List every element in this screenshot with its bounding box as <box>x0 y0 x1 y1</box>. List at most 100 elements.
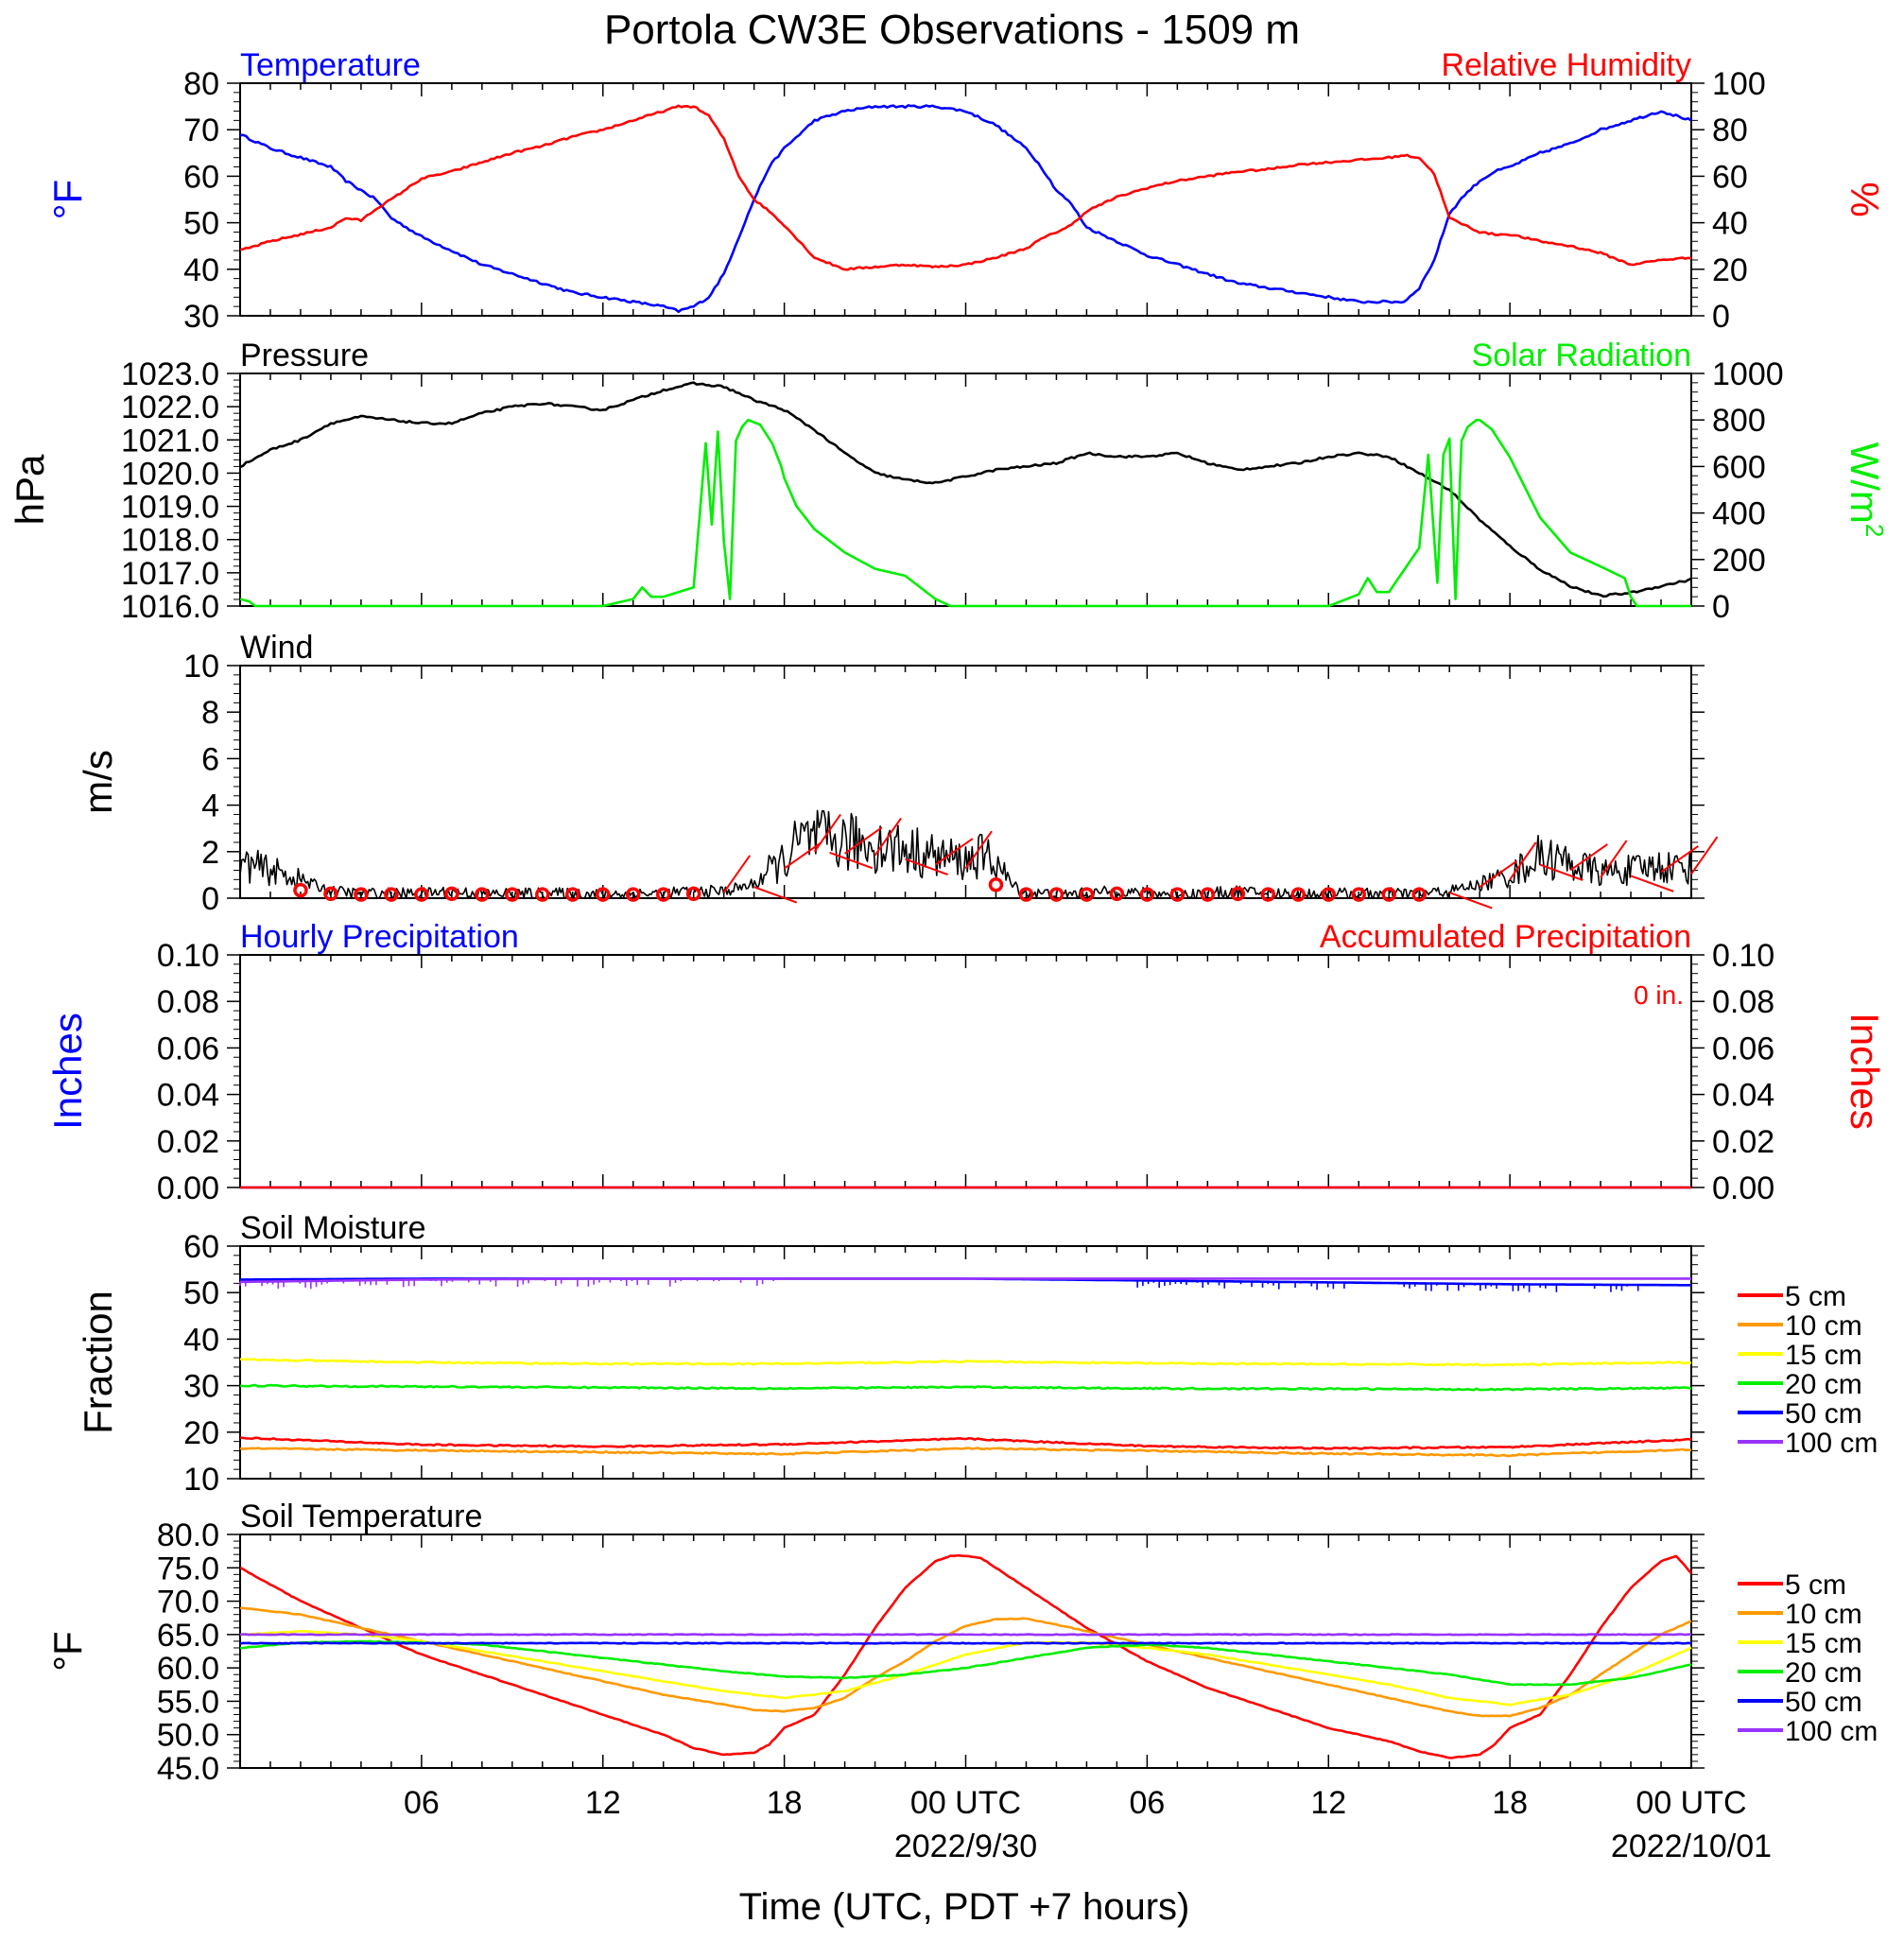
series-wind <box>239 809 1692 899</box>
x-tick-label: 06 <box>404 1785 440 1821</box>
y-tick-label-left: 60.0 <box>157 1651 219 1687</box>
wind-barb <box>934 838 974 866</box>
y-tick-label-left: 10 <box>183 1462 219 1498</box>
x-axis: 06 12 18 00 UTC 2022/9/30 06 12 18 00 UTC 2022/10… <box>404 1785 1772 1864</box>
wind-barb <box>1448 892 1493 910</box>
y-tick-label-left: 10 <box>183 649 219 685</box>
series-5-cm <box>239 1554 1692 1759</box>
y-tick-label-left: 0 <box>201 881 219 917</box>
y-tick-label-left: 2 <box>201 835 219 871</box>
y-tick-label-left: 1018.0 <box>121 523 219 559</box>
panel-title-left: Wind <box>240 630 313 666</box>
y-tick-label-right: 0.08 <box>1712 984 1774 1020</box>
wind-calm-marker <box>1230 886 1246 902</box>
y-tick-label-left: 75.0 <box>157 1551 219 1586</box>
y-tick-label-left: 1019.0 <box>121 490 219 526</box>
legend-entry: 50 cm <box>1785 1398 1862 1430</box>
wind-calm-marker <box>1109 886 1125 902</box>
wind-barb <box>874 817 902 857</box>
y-tick-label-left: 1020.0 <box>121 456 219 492</box>
wind-calm-marker <box>988 876 1004 893</box>
series-15-cm <box>239 1630 1692 1707</box>
y-tick-label-right: 60 <box>1712 159 1748 195</box>
y-tick-label-right: 0.10 <box>1712 938 1774 974</box>
legend-entry: 20 cm <box>1785 1657 1862 1689</box>
panel-title-left: Soil Temperature <box>240 1499 482 1534</box>
series-temperature <box>239 104 1692 314</box>
panel-title-right: Accumulated Precipitation <box>1320 919 1691 955</box>
x-tick-label: 00 UTC <box>910 1785 1021 1821</box>
wind-calm-marker <box>685 886 701 902</box>
y-tick-label-right: 200 <box>1712 543 1766 579</box>
y-tick-label-right: 20 <box>1712 252 1748 288</box>
legend-entry: 15 cm <box>1785 1628 1862 1659</box>
panel-title-left: Pressure <box>240 338 369 373</box>
y-tick-label-right: 1000 <box>1712 356 1784 392</box>
panel-title-right: Relative Humidity <box>1441 47 1691 83</box>
wind-barb <box>1539 863 1584 881</box>
series-relative-humidity <box>239 104 1692 271</box>
wind-calm-marker <box>1351 887 1366 902</box>
wind-calm-marker <box>1018 887 1034 902</box>
y-tick-label-left: 70.0 <box>157 1585 219 1620</box>
wind-barb <box>1630 875 1674 893</box>
panel-frame <box>239 954 1692 1188</box>
wind-calm-marker <box>1381 887 1396 902</box>
wind-calm-marker <box>1079 887 1095 902</box>
wind-barb <box>964 830 993 870</box>
panel-temp_rh: 30 40 50 60 70 80 0 20 40 60 80 100 Temperature Relat… <box>45 47 1887 335</box>
wind-calm-marker <box>475 887 490 902</box>
y-tick-label-left: 0.04 <box>157 1078 219 1114</box>
y-tick-label-left: 40 <box>183 1322 219 1358</box>
panel-soil_temperature: 45.050.055.060.065.070.075.080.0 Soil Tem… <box>45 1499 1878 1787</box>
y-tick-label-left: 6 <box>201 741 219 777</box>
y-tick-label-right: 0.04 <box>1712 1078 1774 1114</box>
wind-calm-marker <box>625 887 641 902</box>
x-tick-label: 12 <box>1310 1785 1346 1821</box>
panel-soil_moisture: 10 20 30 40 50 60 Soil Moisture Fraction 5 cm10 … <box>76 1210 1878 1498</box>
y-axis-label-left: Inches <box>45 1013 90 1130</box>
panel-frame <box>239 1534 1692 1769</box>
series-pressure <box>239 381 1692 598</box>
panel-precip: 0.00 0.02 0.04 0.06 0.08 0.10 0.00 0.02 0.04 0.06… <box>45 919 1887 1206</box>
series-10-cm <box>239 1447 1691 1458</box>
y-tick-label-left: 80 <box>183 66 219 102</box>
y-tick-label-left: 60 <box>183 1229 219 1265</box>
panel-frame <box>239 82 1692 317</box>
wind-barb <box>1600 840 1628 878</box>
wind-barb <box>1660 845 1699 874</box>
x-tick-date: 2022/10/01 <box>1611 1828 1772 1864</box>
y-tick-label-right: 100 <box>1712 66 1766 102</box>
wind-calm-marker <box>293 882 308 898</box>
wind-calm-marker <box>384 887 399 902</box>
x-axis-label: Time (UTC, PDT +7 hours) <box>739 1886 1190 1928</box>
wind-calm-marker <box>655 887 671 902</box>
legend-entry: 20 cm <box>1785 1369 1862 1400</box>
wind-calm-marker <box>505 887 520 902</box>
panel-frame <box>239 665 1692 899</box>
y-tick-label-left: 20 <box>183 1415 219 1451</box>
legend-entry: 100 cm <box>1785 1428 1878 1459</box>
wind-calm-marker <box>354 887 369 902</box>
y-tick-label-left: 40 <box>183 252 219 288</box>
wind-barb <box>813 813 841 853</box>
series-20-cm <box>239 1639 1692 1687</box>
y-tick-label-right: 0 <box>1712 589 1730 625</box>
y-tick-label-right: 400 <box>1712 496 1766 532</box>
y-tick-label-right: 0.06 <box>1712 1031 1774 1066</box>
wind-barb <box>1509 841 1537 880</box>
y-tick-label-right: 40 <box>1712 206 1748 242</box>
wind-calm-marker <box>444 886 459 902</box>
y-axis-label-left: hPa <box>8 454 52 525</box>
wind-barb <box>1479 859 1518 889</box>
y-tick-label-left: 70 <box>183 113 219 148</box>
series-50-cm <box>239 1641 1692 1645</box>
series-100-cm <box>239 1633 1691 1637</box>
panel-wind: 0 2 4 6 8 10 Wind m/s <box>76 630 1719 917</box>
series-10-cm <box>239 1606 1692 1718</box>
legend-entry: 10 cm <box>1785 1310 1862 1342</box>
wind-calm-marker <box>1048 887 1065 902</box>
y-tick-label-left: 65.0 <box>157 1618 219 1654</box>
wind-calm-marker <box>1411 887 1427 902</box>
